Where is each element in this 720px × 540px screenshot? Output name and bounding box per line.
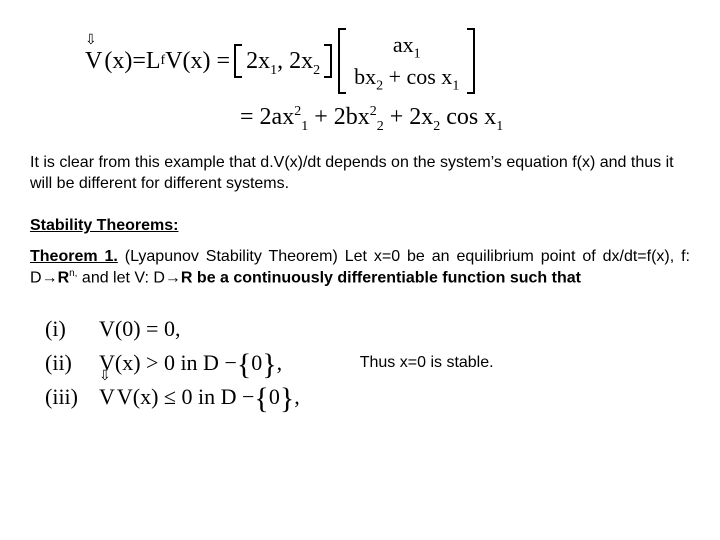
eq1-V: V — [85, 48, 102, 74]
cond-iii-num: (iii) — [45, 384, 99, 410]
rbrace-icon: } — [262, 354, 276, 376]
arrow-right-icon-2: → — [165, 270, 181, 287]
rbracket-tall-icon — [467, 28, 475, 94]
vdot-symbol-2: ⇩ V — [99, 384, 115, 410]
eq1-rv-sep: , 2x — [277, 48, 313, 74]
arrow-right-icon: → — [42, 270, 58, 287]
eq1-col-bot-p: + cos x — [383, 64, 452, 89]
cond-iii-V: V — [99, 384, 115, 409]
eq2-m2: + 2x — [384, 104, 434, 130]
down-arrow-icon-2: ⇩ — [99, 370, 111, 384]
conditions-list: (i) V(0) = 0, (ii) V(x) > 0 in D − {0}, … — [45, 308, 300, 418]
cond-i-body: V(0) = 0, — [99, 316, 180, 342]
eq1-rv-a: 2x — [246, 48, 270, 74]
eq2-tail: cos x — [440, 104, 496, 130]
thus-text: Thus x=0 is stable. — [360, 354, 494, 372]
eq1-rv-s2: 2 — [313, 63, 320, 78]
cond-ii-body: V(x) > 0 in D − — [99, 350, 237, 376]
equation-1-row: ⇩ V (x) = Lf V(x) = 2x1, 2x2 ax1 bx2 + c… — [85, 28, 690, 94]
rbrace-icon-2: } — [280, 388, 294, 410]
lbracket-icon — [234, 44, 242, 78]
vdot-symbol: ⇩ V — [85, 48, 102, 74]
stability-theorems-heading: Stability Theorems: — [30, 217, 690, 235]
cond-ii-num: (ii) — [45, 350, 99, 376]
theorem-1: Theorem 1. (Lyapunov Stability Theorem) … — [30, 247, 690, 290]
rbracket-icon — [324, 44, 332, 78]
lbrace-icon-2: { — [254, 388, 268, 410]
eq1-arg: (x) — [104, 48, 132, 74]
condition-ii: (ii) V(x) > 0 in D − {0}, — [45, 350, 300, 376]
theorem-1-body-b: and let V: D — [77, 270, 164, 287]
theorem-1-rn: R — [58, 270, 70, 287]
cond-ii-zero: 0 — [251, 350, 262, 376]
eq2-p2: 2 — [370, 104, 377, 119]
eq1-col-top-s: 1 — [414, 46, 421, 61]
theorem-1-label: Theorem 1. — [30, 248, 118, 265]
eq2-p1: 2 — [294, 104, 301, 119]
lbracket-tall-icon — [338, 28, 346, 94]
equation-2: = 2ax21 + 2bx22 + 2x2 cos x1 — [240, 104, 690, 131]
eq1-eq-a: = — [132, 48, 146, 74]
cond-ii-comma: , — [277, 350, 283, 376]
eq2-m1: + 2bx — [308, 104, 370, 130]
eq1-rowvec: 2x1, 2x2 — [242, 48, 324, 74]
theorem-1-body-c: R be a continuously differentiable funct… — [181, 270, 581, 287]
eq1-column-vector: ax1 bx2 + cos x1 — [346, 29, 467, 93]
down-arrow-icon: ⇩ — [85, 34, 97, 48]
eq1-col-bot-s2: 1 — [452, 78, 459, 93]
condition-i: (i) V(0) = 0, — [45, 316, 300, 342]
eq1-col-top-a: ax — [393, 32, 414, 57]
cond-i-num: (i) — [45, 316, 99, 342]
cond-iii-zero: 0 — [269, 384, 280, 410]
condition-iii: (iii) ⇩ V V(x) ≤ 0 in D − {0}, — [45, 384, 300, 410]
eq2-s2: 2 — [377, 119, 384, 134]
equation-1: ⇩ V (x) = Lf V(x) = 2x1, 2x2 ax1 bx2 + c… — [85, 28, 690, 94]
eq1-col-bot: bx2 + cos x1 — [354, 61, 459, 93]
page-root: ⇩ V (x) = Lf V(x) = 2x1, 2x2 ax1 bx2 + c… — [0, 0, 720, 540]
conditions-wrap: (i) V(0) = 0, (ii) V(x) > 0 in D − {0}, … — [30, 308, 690, 418]
eq1-col-bot-a: bx — [354, 64, 376, 89]
eq2-pre: = 2ax — [240, 104, 294, 130]
cond-iii-body: V(x) ≤ 0 in D − — [117, 384, 255, 410]
lbrace-icon: { — [237, 354, 251, 376]
cond-iii-comma: , — [294, 384, 300, 410]
eq1-Lf-tail: V(x) = — [165, 48, 230, 74]
eq2-s4: 1 — [496, 119, 503, 134]
paragraph-1: It is clear from this example that d.V(x… — [30, 153, 690, 195]
eq1-Lf: L — [146, 48, 161, 74]
eq1-col-top: ax1 — [393, 29, 421, 61]
